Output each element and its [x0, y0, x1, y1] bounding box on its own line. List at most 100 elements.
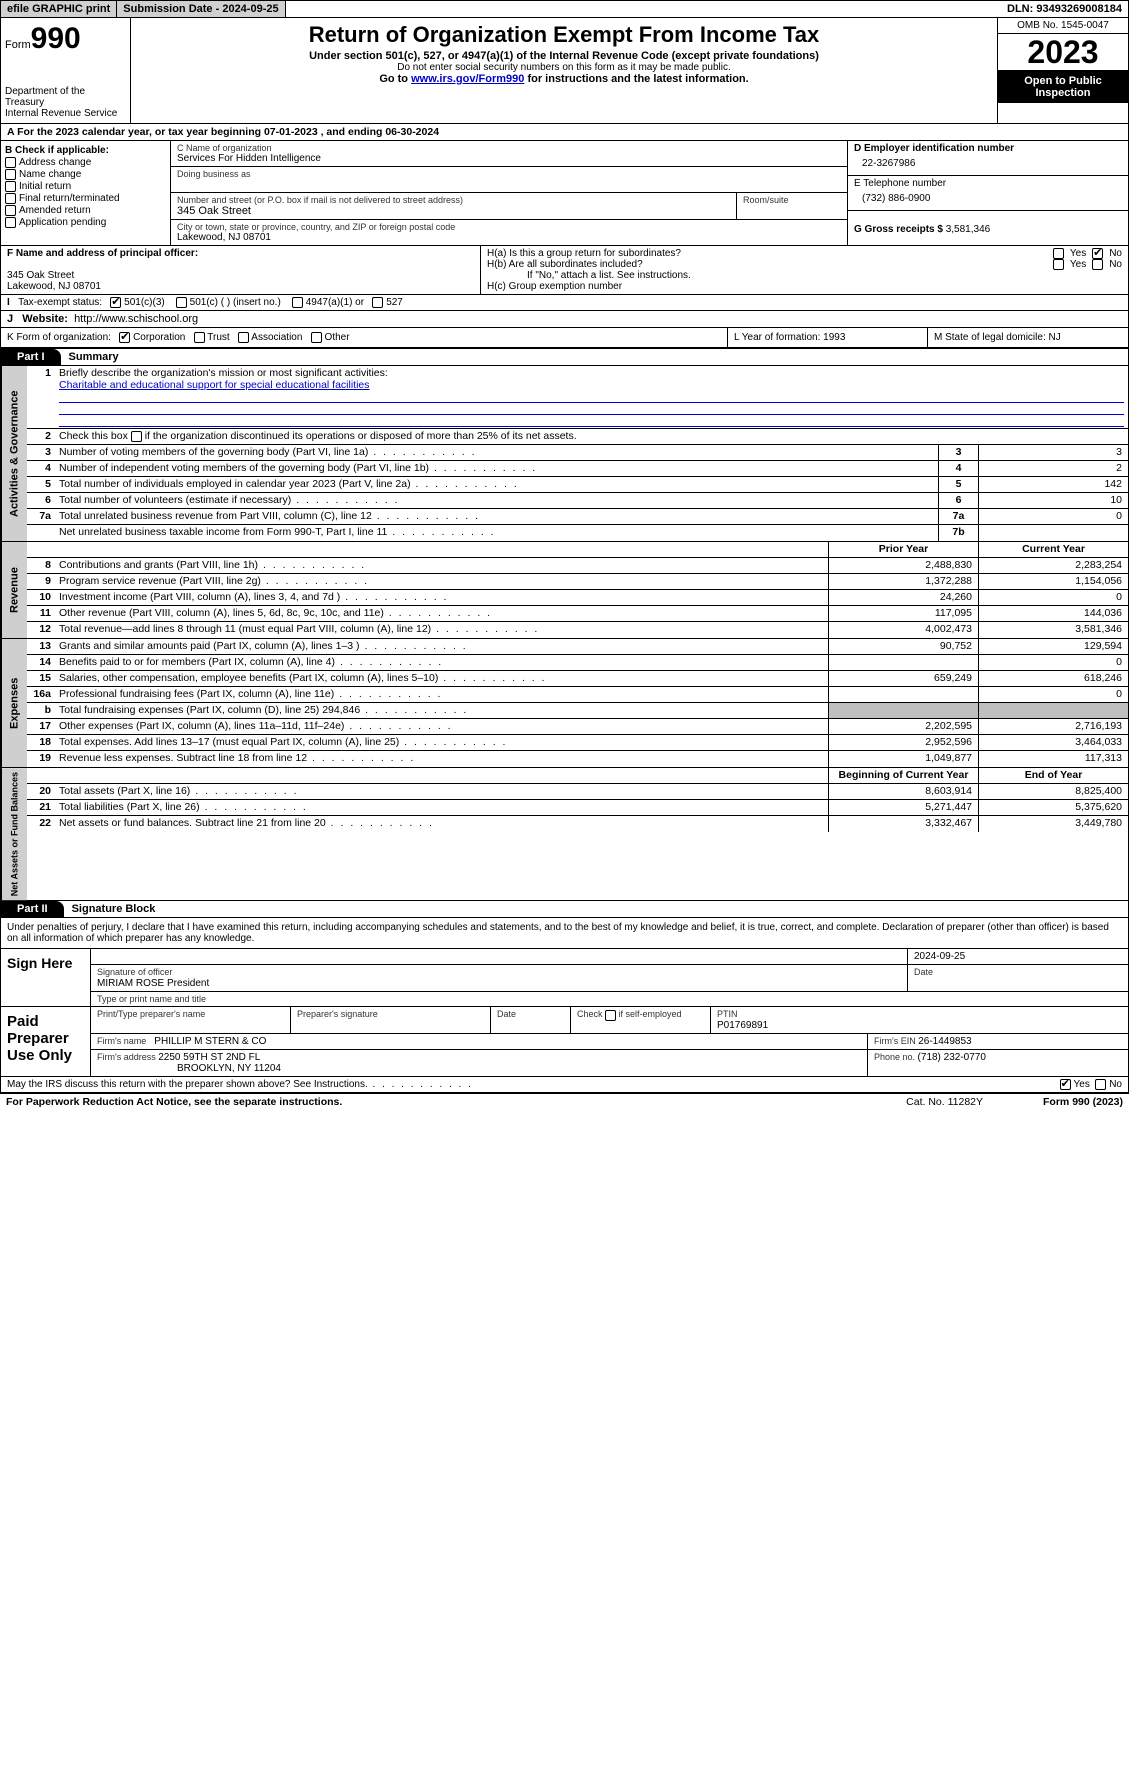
subtitle-3: Go to www.irs.gov/Form990 for instructio…: [135, 73, 993, 85]
exp-row: 19Revenue less expenses. Subtract line 1…: [27, 751, 1128, 767]
cb-name-change[interactable]: [5, 169, 16, 180]
section-i-tax-status: I Tax-exempt status: 501(c)(3) 501(c) ( …: [0, 295, 1129, 311]
gov-row: 7aTotal unrelated business revenue from …: [27, 509, 1128, 525]
na-row: 20Total assets (Part X, line 16)8,603,91…: [27, 784, 1128, 800]
g-gross: G Gross receipts $ 3,581,346: [848, 211, 1128, 237]
signature-block: Under penalties of perjury, I declare th…: [0, 918, 1129, 1093]
cb-501c[interactable]: [176, 297, 187, 308]
na-row: 22Net assets or fund balances. Subtract …: [27, 816, 1128, 832]
na-table: Net Assets or Fund Balances Beginning of…: [0, 768, 1129, 901]
c-city: City or town, state or province, country…: [171, 220, 847, 245]
exp-row: 14Benefits paid to or for members (Part …: [27, 655, 1128, 671]
exp-row: 17Other expenses (Part IX, column (A), l…: [27, 719, 1128, 735]
rev-row: 11Other revenue (Part VIII, column (A), …: [27, 606, 1128, 622]
sign-here-label: Sign Here: [1, 949, 91, 1006]
part1-bar: Part I: [1, 349, 61, 365]
cb-app-pending[interactable]: [5, 217, 16, 228]
part2-bar: Part II: [1, 901, 64, 917]
cb-amended-return[interactable]: [5, 205, 16, 216]
cb-other[interactable]: [311, 332, 322, 343]
open-inspection: Open to Public Inspection: [998, 71, 1128, 103]
topbar: efile GRAPHIC print Submission Date - 20…: [0, 0, 1129, 18]
exp-row: bTotal fundraising expenses (Part IX, co…: [27, 703, 1128, 719]
rev-row: 10Investment income (Part VIII, column (…: [27, 590, 1128, 606]
cb-discontinued[interactable]: [131, 431, 142, 442]
rev-row: 9Program service revenue (Part VIII, lin…: [27, 574, 1128, 590]
l-year: L Year of formation: 1993: [728, 328, 928, 347]
exp-row: 16aProfessional fundraising fees (Part I…: [27, 687, 1128, 703]
dept-treasury: Department of the Treasury: [5, 86, 126, 108]
d-ein: D Employer identification number 22-3267…: [848, 141, 1128, 176]
side-gov: Activities & Governance: [1, 366, 27, 541]
part1-title: Summary: [61, 349, 127, 365]
hb-no[interactable]: [1092, 259, 1103, 270]
c-dba: Doing business as: [171, 167, 847, 193]
h-b-note: If "No," attach a list. See instructions…: [487, 270, 1122, 281]
instructions-link[interactable]: www.irs.gov/Form990: [411, 73, 524, 85]
section-b-through-g: B Check if applicable: Address change Na…: [0, 141, 1129, 246]
paid-preparer-label: Paid Preparer Use Only: [1, 1007, 91, 1076]
e-phone: E Telephone number (732) 886-0900: [848, 176, 1128, 211]
omb-number: OMB No. 1545-0047: [998, 18, 1128, 34]
gov-row: 6Total number of volunteers (estimate if…: [27, 493, 1128, 509]
section-j-website: J Website: http://www.schischool.org: [0, 311, 1129, 328]
gov-row: Net unrelated business taxable income fr…: [27, 525, 1128, 541]
col-b-checkboxes: B Check if applicable: Address change Na…: [1, 141, 171, 245]
exp-row: 13Grants and similar amounts paid (Part …: [27, 639, 1128, 655]
rev-row: 12Total revenue—add lines 8 through 11 (…: [27, 622, 1128, 638]
exp-row: 15Salaries, other compensation, employee…: [27, 671, 1128, 687]
side-rev: Revenue: [1, 542, 27, 638]
form-title: Return of Organization Exempt From Incom…: [135, 22, 993, 48]
side-exp: Expenses: [1, 639, 27, 767]
na-row: 21Total liabilities (Part X, line 26)5,2…: [27, 800, 1128, 816]
exp-table: Expenses 13Grants and similar amounts pa…: [0, 639, 1129, 768]
c-name: C Name of organization Services For Hidd…: [171, 141, 847, 167]
exp-row: 18Total expenses. Add lines 13–17 (must …: [27, 735, 1128, 751]
tax-year: 2023: [998, 34, 1128, 71]
irs-label: Internal Revenue Service: [5, 108, 126, 119]
ha-yes[interactable]: [1053, 248, 1064, 259]
c-street: Number and street (or P.O. box if mail i…: [171, 193, 847, 220]
cb-assoc[interactable]: [238, 332, 249, 343]
perjury-declaration: Under penalties of perjury, I declare th…: [1, 918, 1128, 948]
mission-text: Charitable and educational support for s…: [59, 379, 370, 391]
cb-initial-return[interactable]: [5, 181, 16, 192]
footer: For Paperwork Reduction Act Notice, see …: [0, 1093, 1129, 1110]
submission-date: Submission Date - 2024-09-25: [117, 1, 285, 17]
efile-print-button[interactable]: efile GRAPHIC print: [1, 1, 117, 17]
row-a-taxyear: A For the 2023 calendar year, or tax yea…: [0, 124, 1129, 141]
h-a: H(a) Is this a group return for subordin…: [487, 248, 1122, 259]
discuss-question: May the IRS discuss this return with the…: [7, 1079, 1060, 1090]
h-c: H(c) Group exemption number: [487, 281, 1122, 292]
hb-yes[interactable]: [1053, 259, 1064, 270]
gov-row: 4Number of independent voting members of…: [27, 461, 1128, 477]
cb-4947[interactable]: [292, 297, 303, 308]
cb-trust[interactable]: [194, 332, 205, 343]
subtitle-2: Do not enter social security numbers on …: [135, 62, 993, 73]
subtitle-1: Under section 501(c), 527, or 4947(a)(1)…: [135, 50, 993, 62]
ha-no[interactable]: [1092, 248, 1103, 259]
gov-row: 3Number of voting members of the governi…: [27, 445, 1128, 461]
discuss-no[interactable]: [1095, 1079, 1106, 1090]
dln: DLN: 93493269008184: [1001, 1, 1128, 17]
section-f-h: F Name and address of principal officer:…: [0, 246, 1129, 295]
cb-527[interactable]: [372, 297, 383, 308]
discuss-yes[interactable]: [1060, 1079, 1071, 1090]
cb-self-employed[interactable]: [605, 1010, 616, 1021]
gov-row: 5Total number of individuals employed in…: [27, 477, 1128, 493]
form-header: Form990 Department of the Treasury Inter…: [0, 18, 1129, 124]
part2-title: Signature Block: [64, 901, 164, 917]
gov-table: Activities & Governance 1 Briefly descri…: [0, 366, 1129, 542]
rev-row: 8Contributions and grants (Part VIII, li…: [27, 558, 1128, 574]
cb-final-return[interactable]: [5, 193, 16, 204]
rev-table: Revenue Prior YearCurrent Year 8Contribu…: [0, 542, 1129, 639]
cb-corp[interactable]: [119, 332, 130, 343]
m-state: M State of legal domicile: NJ: [928, 328, 1128, 347]
cb-address-change[interactable]: [5, 157, 16, 168]
h-b: H(b) Are all subordinates included? Yes …: [487, 259, 1122, 270]
cb-501c3[interactable]: [110, 297, 121, 308]
section-klm: K Form of organization: Corporation Trus…: [0, 328, 1129, 348]
form-number: Form990: [5, 22, 126, 56]
f-officer: F Name and address of principal officer:…: [1, 246, 481, 294]
side-na: Net Assets or Fund Balances: [1, 768, 27, 900]
